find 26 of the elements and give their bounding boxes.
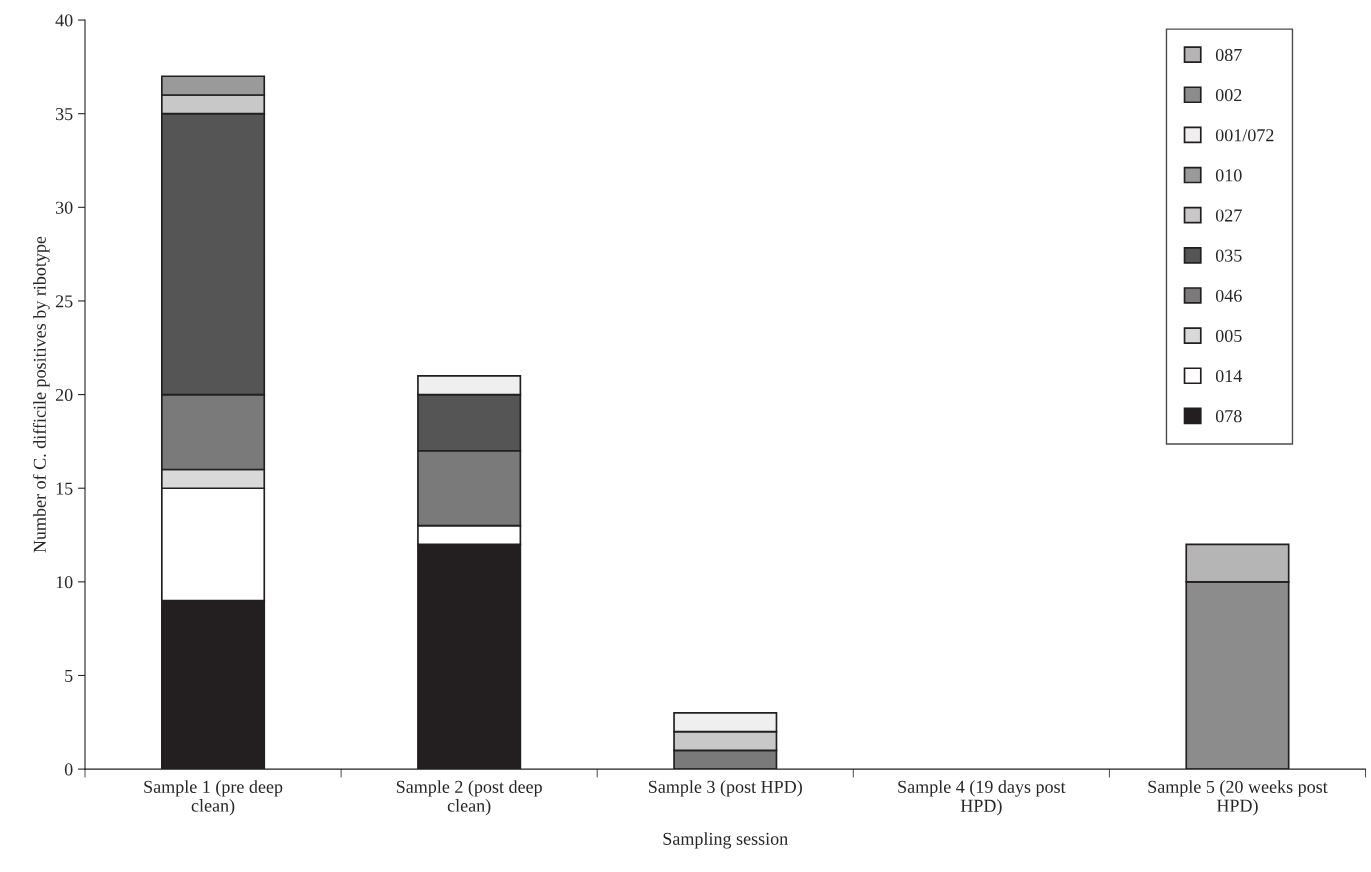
y-tick-label: 10: [56, 576, 73, 589]
x-axis-title: Sampling session: [663, 832, 788, 849]
x-tick-label: Sample 2 (post deep clean): [396, 780, 542, 816]
x-tick-label: Sample 3 (post HPD): [648, 780, 802, 797]
legend-label: 002: [1215, 88, 1242, 102]
y-tick-label: 30: [56, 201, 73, 214]
x-tick-label: Sample 5 (20 weeks post HPD): [1148, 780, 1328, 816]
legend-label: 005: [1215, 329, 1242, 342]
y-axis-title: Number of C. difficile positives by ribotype: [32, 236, 50, 553]
legend-label: 035: [1215, 249, 1242, 262]
y-tick-label: 35: [56, 108, 73, 121]
y-tick-label: 40: [55, 14, 73, 27]
legend-label: 001/072: [1215, 129, 1274, 142]
y-tick-label: 25: [55, 295, 73, 308]
y-tick-label: 20: [55, 388, 73, 402]
legend-label: 010: [1215, 169, 1242, 182]
legend-label: 046: [1215, 289, 1242, 302]
legend-label: 027: [1215, 209, 1242, 222]
y-tick-label: 15: [56, 482, 73, 495]
x-tick-label: Sample 4 (19 days post HPD): [898, 780, 1066, 816]
x-tick-label: Sample 1 (pre deep clean): [144, 780, 283, 816]
y-tick-label: 0: [64, 763, 73, 776]
y-tick-label: 5: [65, 669, 73, 682]
legend-label: 014: [1215, 369, 1243, 383]
legend-label: 078: [1215, 410, 1242, 423]
legend-label: 087: [1215, 48, 1242, 62]
